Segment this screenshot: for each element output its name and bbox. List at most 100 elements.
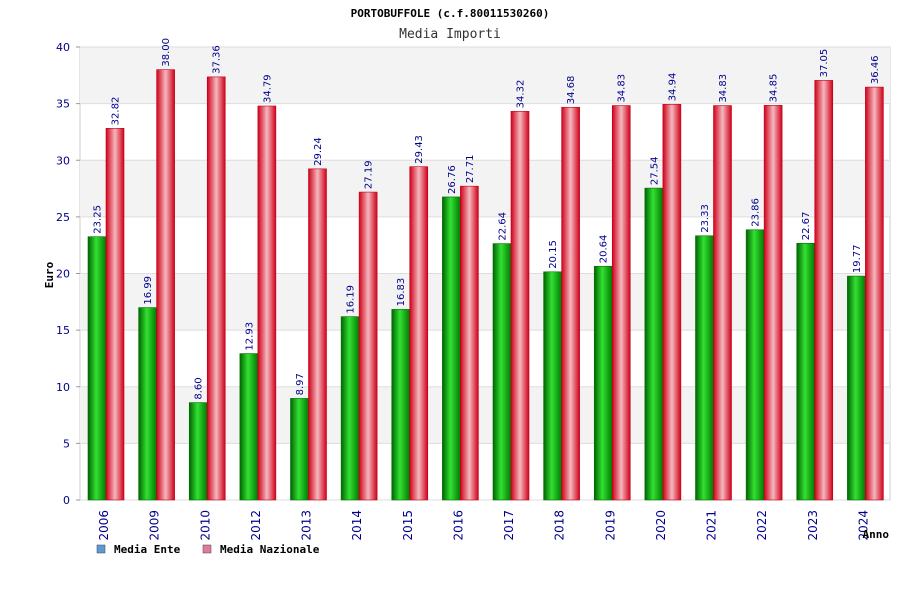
data-label: 23.86 — [751, 198, 762, 227]
data-label: 34.79 — [262, 74, 273, 103]
bar-media-ente — [796, 242, 816, 501]
bar-media-nazionale — [865, 86, 884, 501]
data-label: 34.83 — [718, 74, 729, 103]
data-label: 16.83 — [396, 278, 407, 307]
y-axis-label: Euro — [43, 261, 56, 288]
x-tick-label: 2022 — [755, 510, 769, 541]
x-tick-label: 2023 — [806, 510, 820, 541]
data-label: 20.15 — [548, 240, 559, 269]
x-tick-label: 2019 — [603, 510, 617, 541]
x-axis-label: Anno — [863, 528, 890, 541]
bar-series — [87, 69, 884, 501]
data-label: 27.19 — [364, 160, 375, 189]
bar-media-ente — [290, 398, 309, 501]
bar-media-nazionale — [763, 105, 783, 501]
legend-swatch — [96, 544, 106, 554]
data-label: 34.85 — [769, 74, 780, 103]
data-label: 37.36 — [212, 45, 223, 74]
x-tick-label: 2018 — [553, 510, 567, 541]
legend-label: Media Ente — [114, 543, 181, 556]
data-label: 27.71 — [465, 155, 476, 184]
bar-media-ente — [239, 353, 259, 501]
data-label: 29.24 — [313, 137, 324, 166]
bar-media-nazionale — [308, 168, 327, 501]
data-label: 8.60 — [194, 377, 205, 399]
bar-media-ente — [87, 236, 107, 501]
data-label: 38.00 — [161, 38, 172, 67]
x-tick-label: 2015 — [401, 510, 415, 541]
bar-media-nazionale — [814, 80, 834, 501]
bar-media-nazionale — [358, 191, 378, 501]
data-label: 22.64 — [498, 212, 509, 241]
bar-media-nazionale — [611, 105, 631, 501]
data-label: 8.97 — [295, 373, 306, 395]
data-label: 37.05 — [819, 49, 830, 78]
legend-label: Media Nazionale — [220, 543, 320, 556]
x-tick-label: 2010 — [198, 510, 212, 541]
x-axis-ticks: 2006 2009 2010 2012 2013 2014 2015 2016 2017 2018… — [97, 510, 870, 541]
x-tick-label: 2012 — [249, 510, 263, 541]
y-tick-label: 5 — [63, 437, 70, 450]
x-tick-label: 2024 — [856, 510, 870, 541]
data-label: 34.68 — [566, 76, 577, 105]
x-tick-label: 2016 — [451, 510, 465, 541]
y-tick-label: 35 — [56, 98, 70, 111]
bar-media-nazionale — [105, 128, 125, 501]
bar-media-nazionale — [460, 185, 479, 501]
y-tick-label: 20 — [56, 268, 70, 281]
bar-media-ente — [492, 243, 512, 501]
data-label: 16.99 — [143, 276, 154, 305]
x-tick-label: 2017 — [502, 510, 516, 541]
bar-media-ente — [340, 316, 360, 501]
y-tick-label: 0 — [63, 494, 70, 507]
data-label: 19.77 — [852, 244, 863, 273]
x-tick-label: 2013 — [300, 510, 314, 541]
x-tick-label: 2014 — [350, 510, 364, 541]
data-label: 23.25 — [93, 205, 104, 234]
legend: Media Ente Media Nazionale — [96, 543, 320, 556]
x-tick-label: 2009 — [148, 510, 162, 541]
bar-media-nazionale — [662, 104, 682, 501]
chart-subtitle: Media Importi — [399, 27, 501, 42]
bar-media-nazionale — [156, 69, 175, 501]
data-label: 34.94 — [667, 73, 678, 102]
x-tick-label: 2021 — [705, 510, 719, 541]
bar-media-nazionale — [257, 105, 277, 501]
y-axis-ticks: 0 5 10 15 20 25 30 35 40 — [56, 41, 80, 507]
bar-media-ente — [543, 271, 562, 501]
data-label: 27.54 — [649, 156, 660, 185]
bar-media-ente — [442, 196, 461, 501]
chart-title: PORTOBUFFOLE (c.f.80011530260) — [351, 7, 550, 20]
y-tick-label: 40 — [56, 41, 70, 54]
y-tick-label: 15 — [56, 324, 70, 337]
data-label: 32.82 — [111, 97, 122, 126]
data-label: 12.93 — [244, 322, 255, 351]
data-label: 34.32 — [516, 80, 527, 109]
bar-media-ente — [695, 235, 714, 501]
x-tick-label: 2020 — [654, 510, 668, 541]
bar-media-nazionale — [206, 76, 226, 501]
bar-media-ente — [138, 307, 157, 501]
legend-swatch — [202, 544, 212, 554]
data-label: 34.83 — [617, 74, 628, 103]
data-label: 36.46 — [870, 55, 881, 84]
bar-media-ente — [593, 265, 613, 501]
data-label: 29.43 — [414, 135, 425, 164]
data-labels: 23.25 32.82 16.99 38.00 8.60 37.36 12.93 34.79 8… — [93, 38, 881, 400]
bar-media-ente — [644, 187, 664, 501]
y-tick-label: 25 — [56, 211, 70, 224]
y-tick-label: 30 — [56, 154, 70, 167]
bar-media-nazionale — [561, 106, 580, 501]
x-tick-label: 2006 — [97, 510, 111, 541]
bar-media-ente — [745, 229, 765, 501]
bar-media-ente — [847, 275, 866, 501]
bar-media-ente — [188, 402, 208, 501]
data-label: 20.64 — [599, 235, 610, 264]
bar-media-nazionale — [713, 105, 732, 501]
data-label: 26.76 — [447, 165, 458, 194]
bar-media-ente — [391, 309, 411, 501]
data-label: 23.33 — [700, 204, 711, 233]
data-label: 22.67 — [801, 212, 812, 241]
y-tick-label: 10 — [56, 381, 70, 394]
